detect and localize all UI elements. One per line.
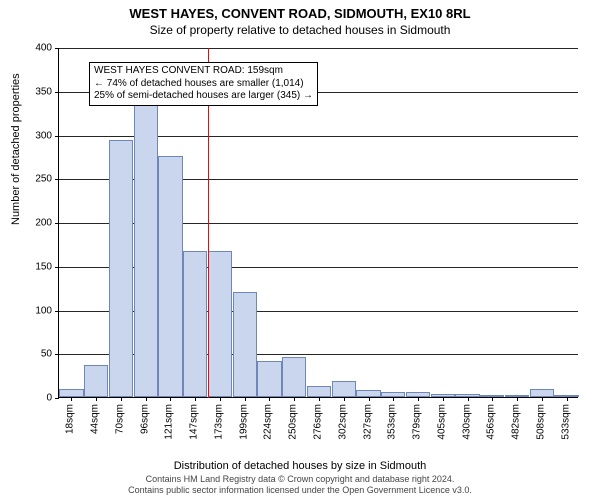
x-tick-mark <box>269 397 270 401</box>
page-subtitle: Size of property relative to detached ho… <box>0 21 600 37</box>
x-tick-label: 508sqm <box>535 404 546 440</box>
histogram-bar <box>84 365 108 397</box>
y-tick-label: 350 <box>22 86 52 97</box>
x-tick-label: 533sqm <box>560 404 571 440</box>
x-tick-label: 18sqm <box>65 404 76 434</box>
histogram-bar <box>307 386 331 397</box>
y-tick-mark <box>55 136 59 137</box>
x-tick-mark <box>369 397 370 401</box>
x-tick-mark <box>492 397 493 401</box>
annotation-line: WEST HAYES CONVENT ROAD: 159sqm <box>94 65 313 78</box>
y-tick-mark <box>55 179 59 180</box>
x-tick-mark <box>393 397 394 401</box>
x-tick-label: 353sqm <box>387 404 398 440</box>
x-tick-mark <box>319 397 320 401</box>
x-tick-mark <box>146 397 147 401</box>
histogram-bar <box>257 361 281 397</box>
x-tick-label: 199sqm <box>238 404 249 440</box>
x-tick-mark <box>294 397 295 401</box>
y-axis-label: Number of detached properties <box>10 73 22 225</box>
x-tick-mark <box>468 397 469 401</box>
x-tick-label: 482sqm <box>511 404 522 440</box>
x-tick-mark <box>71 397 72 401</box>
x-tick-mark <box>542 397 543 401</box>
annotation-line: 25% of semi-detached houses are larger (… <box>94 90 313 103</box>
x-tick-mark <box>567 397 568 401</box>
footer-attribution: Contains HM Land Registry data © Crown c… <box>0 474 600 496</box>
x-tick-mark <box>96 397 97 401</box>
footer-line-2: Contains public sector information licen… <box>0 485 600 496</box>
y-tick-label: 250 <box>22 174 52 185</box>
x-tick-label: 430sqm <box>461 404 472 440</box>
annotation-box: WEST HAYES CONVENT ROAD: 159sqm← 74% of … <box>89 62 318 106</box>
x-tick-mark <box>220 397 221 401</box>
y-tick-label: 100 <box>22 305 52 316</box>
x-tick-label: 96sqm <box>139 404 150 434</box>
x-axis-label: Distribution of detached houses by size … <box>0 460 600 472</box>
histogram-bar <box>356 390 380 397</box>
x-tick-mark <box>443 397 444 401</box>
x-tick-mark <box>170 397 171 401</box>
y-tick-label: 300 <box>22 130 52 141</box>
annotation-line: ← 74% of detached houses are smaller (1,… <box>94 78 313 91</box>
histogram-bar <box>59 389 83 397</box>
histogram-bar <box>134 101 158 397</box>
x-tick-mark <box>418 397 419 401</box>
x-tick-label: 379sqm <box>412 404 423 440</box>
chart-container: WEST HAYES, CONVENT ROAD, SIDMOUTH, EX10… <box>0 0 600 500</box>
y-tick-label: 200 <box>22 218 52 229</box>
x-tick-label: 70sqm <box>114 404 125 434</box>
footer-line-1: Contains HM Land Registry data © Crown c… <box>0 474 600 485</box>
x-tick-mark <box>195 397 196 401</box>
x-tick-label: 250sqm <box>288 404 299 440</box>
x-tick-label: 302sqm <box>337 404 348 440</box>
x-tick-label: 147sqm <box>189 404 200 440</box>
x-tick-mark <box>245 397 246 401</box>
chart-area: WEST HAYES CONVENT ROAD: 159sqm← 74% of … <box>58 48 578 428</box>
y-tick-mark <box>55 354 59 355</box>
y-tick-label: 0 <box>22 393 52 404</box>
x-tick-label: 327sqm <box>362 404 373 440</box>
histogram-bar <box>183 251 207 397</box>
y-tick-mark <box>55 223 59 224</box>
x-tick-label: 44sqm <box>90 404 101 434</box>
x-tick-label: 276sqm <box>313 404 324 440</box>
histogram-bar <box>208 251 232 397</box>
y-tick-mark <box>55 267 59 268</box>
histogram-bar <box>282 357 306 397</box>
page-title: WEST HAYES, CONVENT ROAD, SIDMOUTH, EX10… <box>0 0 600 21</box>
histogram-bar <box>332 381 356 397</box>
x-tick-mark <box>344 397 345 401</box>
x-tick-mark <box>121 397 122 401</box>
x-tick-label: 405sqm <box>436 404 447 440</box>
y-tick-mark <box>55 48 59 49</box>
histogram-bar <box>233 292 257 397</box>
y-tick-label: 400 <box>22 43 52 54</box>
histogram-bar <box>530 389 554 397</box>
y-tick-mark <box>55 311 59 312</box>
x-tick-label: 456sqm <box>486 404 497 440</box>
gridline <box>59 48 578 49</box>
x-tick-label: 121sqm <box>164 404 175 440</box>
x-tick-mark <box>517 397 518 401</box>
histogram-bar <box>109 140 133 397</box>
histogram-bar <box>158 156 182 398</box>
x-tick-label: 173sqm <box>213 404 224 440</box>
y-tick-label: 50 <box>22 349 52 360</box>
y-tick-mark <box>55 92 59 93</box>
y-tick-mark <box>55 398 59 399</box>
y-tick-label: 150 <box>22 261 52 272</box>
plot-area: WEST HAYES CONVENT ROAD: 159sqm← 74% of … <box>58 48 578 398</box>
x-tick-label: 224sqm <box>263 404 274 440</box>
